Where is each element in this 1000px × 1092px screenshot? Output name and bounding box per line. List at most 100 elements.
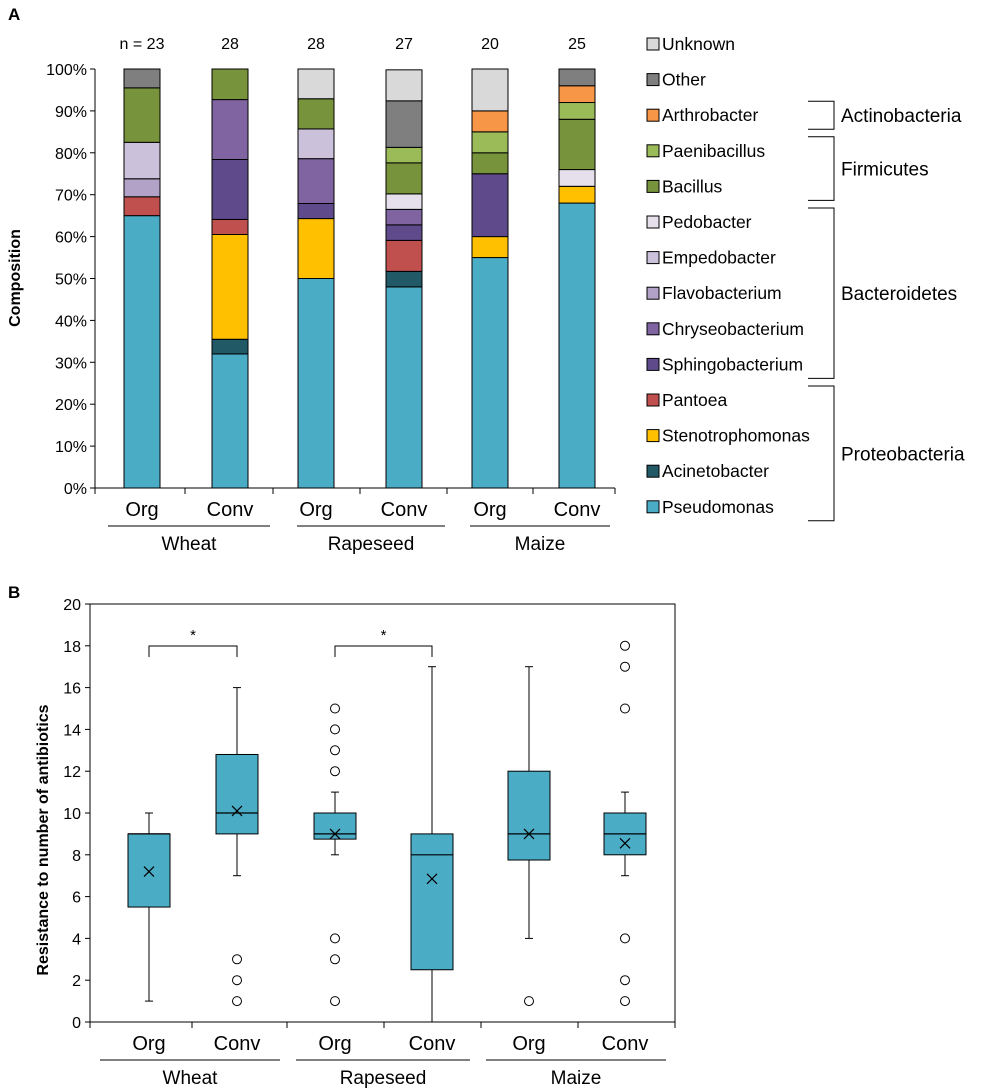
bar-segment-unknown: [385, 69, 423, 102]
outlier-point: [232, 975, 242, 986]
box-mean-marker: [426, 873, 438, 885]
bar-segment-pseudomonas: [385, 286, 423, 489]
bar-segment-empedobacter: [297, 128, 335, 160]
outlier-point: [232, 954, 242, 965]
bar-segment-acinetobacter: [385, 270, 423, 288]
legend-label-unknown: Unknown: [662, 34, 735, 54]
phylum-label: Actinobacteria: [841, 106, 962, 127]
bar-segment-chryseobacterium: [211, 99, 249, 161]
b-category-label: Org: [132, 1033, 165, 1055]
a-y-tick-label: 70%: [55, 188, 87, 205]
box-mean-marker: [523, 828, 535, 840]
bar-segment-sphingobacterium: [385, 224, 423, 241]
bar-segment-stenotrophomonas: [471, 236, 509, 259]
a-y-tick-label: 30%: [55, 355, 87, 372]
bar-segment-other: [123, 68, 161, 89]
bar-segment-pseudomonas: [211, 353, 249, 489]
a-category-label: Conv: [207, 499, 254, 521]
bar-segment-flavobacterium: [123, 178, 161, 198]
b-y-tick-label: 6: [72, 890, 81, 907]
a-y-tick-label: 80%: [55, 146, 87, 163]
bar-segment-paenibacillus: [385, 146, 423, 164]
a-y-tick-label: 60%: [55, 230, 87, 247]
legend-swatch-sphingobacterium: [646, 357, 660, 371]
bar-segment-bacillus: [123, 87, 161, 143]
bar-segment-chryseobacterium: [385, 208, 423, 226]
box-iqr: [313, 812, 357, 840]
b-category-label: Conv: [602, 1033, 649, 1055]
b-plot-frame: [89, 603, 676, 1023]
bar-segment-unknown: [471, 68, 509, 112]
bar-segment-paenibacillus: [558, 102, 596, 120]
phylum-bracket: [808, 136, 835, 201]
panel-a-legend: Unknown Other Arthrobacter Paenibacillus Bac…: [646, 34, 810, 517]
outlier-point: [330, 996, 340, 1007]
outlier-point: [330, 745, 340, 756]
box-mean-marker: [143, 866, 155, 877]
bar-segment-sphingobacterium: [471, 173, 509, 238]
significance-bracket: [148, 645, 238, 657]
box-iqr: [127, 833, 171, 908]
bar-segment-stenotrophomonas: [558, 185, 596, 204]
bar-segment-bacillus: [297, 98, 335, 130]
bar-segment-pseudomonas: [123, 215, 161, 489]
bar-segment-pseudomonas: [558, 202, 596, 489]
legend-swatch-pedobacter: [646, 215, 660, 229]
b-y-tick-label: 18: [63, 639, 81, 656]
bar-segment-pseudomonas: [297, 278, 335, 489]
legend-label-stenotrophomonas: Stenotrophomonas: [662, 426, 810, 446]
a-category-label: Org: [299, 499, 332, 521]
panel-a: A Composition 0% 10% 20% 30% 40% 50% 60% 70% 80%…: [7, 5, 965, 555]
b-category-label: Org: [512, 1033, 545, 1055]
b-group-label: Wheat: [163, 1068, 219, 1089]
b-y-tick-label: 2: [72, 973, 81, 990]
legend-label-pantoea: Pantoea: [662, 390, 727, 410]
significance-marker: *: [190, 627, 196, 644]
legend-label-acinetobacter: Acinetobacter: [662, 461, 769, 481]
b-category-label: Conv: [214, 1033, 261, 1055]
outlier-point: [232, 996, 242, 1007]
bar-segment-sphingobacterium: [211, 159, 249, 220]
phylum-bracket: [808, 385, 835, 522]
legend-label-bacillus: Bacillus: [662, 176, 723, 196]
panel-a-phyla: Actinobacteria Firmicutes Bacteroidetes Pro…: [808, 100, 965, 522]
bar-segment-acinetobacter: [211, 338, 249, 355]
significance-marker: *: [381, 627, 387, 644]
legend-swatch-flavobacterium: [646, 286, 660, 300]
outlier-point: [330, 703, 340, 714]
legend-swatch-other: [646, 73, 660, 87]
phylum-label: Firmicutes: [841, 160, 929, 181]
bar-segment-pantoea: [211, 218, 249, 236]
legend-label-empedobacter: Empedobacter: [662, 248, 776, 268]
bar-segment-pantoea: [385, 239, 423, 272]
n-label: 20: [481, 36, 499, 53]
n-label: 28: [307, 36, 325, 53]
phylum-bracket: [808, 100, 835, 130]
b-group-label: Rapeseed: [340, 1068, 427, 1089]
panel-a-categories: Org Conv Org Conv Org Conv Wheat Rapeseed Maize: [108, 499, 610, 555]
legend-swatch-unknown: [646, 37, 660, 51]
box-mean-marker: [231, 805, 243, 817]
legend-swatch-chryseobacterium: [646, 322, 660, 336]
outlier-point: [620, 933, 630, 944]
bar-segment-pedobacter: [558, 169, 596, 187]
panel-b: B Resistance to number of antibiotics 0 2…: [8, 583, 676, 1089]
bar-segment-unknown: [297, 68, 335, 100]
a-y-tick-label: 90%: [55, 104, 87, 121]
a-y-tick-label: 20%: [55, 397, 87, 414]
legend-swatch-stenotrophomonas: [646, 429, 660, 443]
bar-segment-bacillus: [558, 118, 596, 171]
panel-a-label: A: [8, 5, 20, 24]
bar-segment-other: [558, 68, 596, 87]
panel-b-y-ticks: 0 2 4 6 8 10 12 14 16 18 20: [63, 597, 90, 1032]
b-y-tick-label: 4: [72, 931, 81, 948]
bar-segment-bacillus: [471, 152, 509, 175]
panel-b-y-label: Resistance to number of antibiotics: [35, 704, 52, 975]
b-y-tick-label: 0: [72, 1015, 81, 1032]
panel-a-y-label: Composition: [7, 229, 24, 327]
panel-b-categories: Org Conv Org Conv Org Conv Wheat Rapeseed Maize: [89, 1022, 676, 1089]
bar-segment-pantoea: [123, 196, 161, 217]
outlier-point: [330, 954, 340, 965]
outlier-point: [330, 933, 340, 944]
